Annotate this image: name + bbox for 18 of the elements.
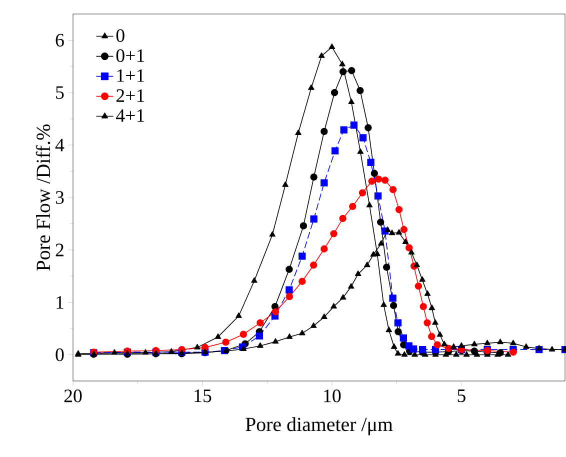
x-tick-label: 5 xyxy=(458,390,466,402)
y-axis-title: Pore Flow /Diff.% xyxy=(36,124,50,271)
legend-label: 0+1 xyxy=(116,49,144,62)
legend-label: 0 xyxy=(116,29,124,42)
y-tick-label: 2 xyxy=(56,244,64,256)
y-tick-label: 5 xyxy=(56,86,64,99)
y-tick-label: 4 xyxy=(55,138,64,152)
x-tick-label: 10 xyxy=(324,390,341,402)
y-tick-label: 3 xyxy=(56,191,64,204)
legend-label: 1+1 xyxy=(117,69,144,82)
y-tick-label: 6 xyxy=(56,34,64,47)
x-tick-label: 15 xyxy=(194,390,212,402)
x-tick-label: 20 xyxy=(64,390,82,402)
y-tick-label: 0 xyxy=(56,348,64,362)
legend-label: 2+1 xyxy=(116,89,144,102)
y-tick-label: 1 xyxy=(56,296,64,309)
x-axis-title: Pore diameter /μm xyxy=(246,417,393,436)
legend-label: 4+1 xyxy=(116,109,144,122)
